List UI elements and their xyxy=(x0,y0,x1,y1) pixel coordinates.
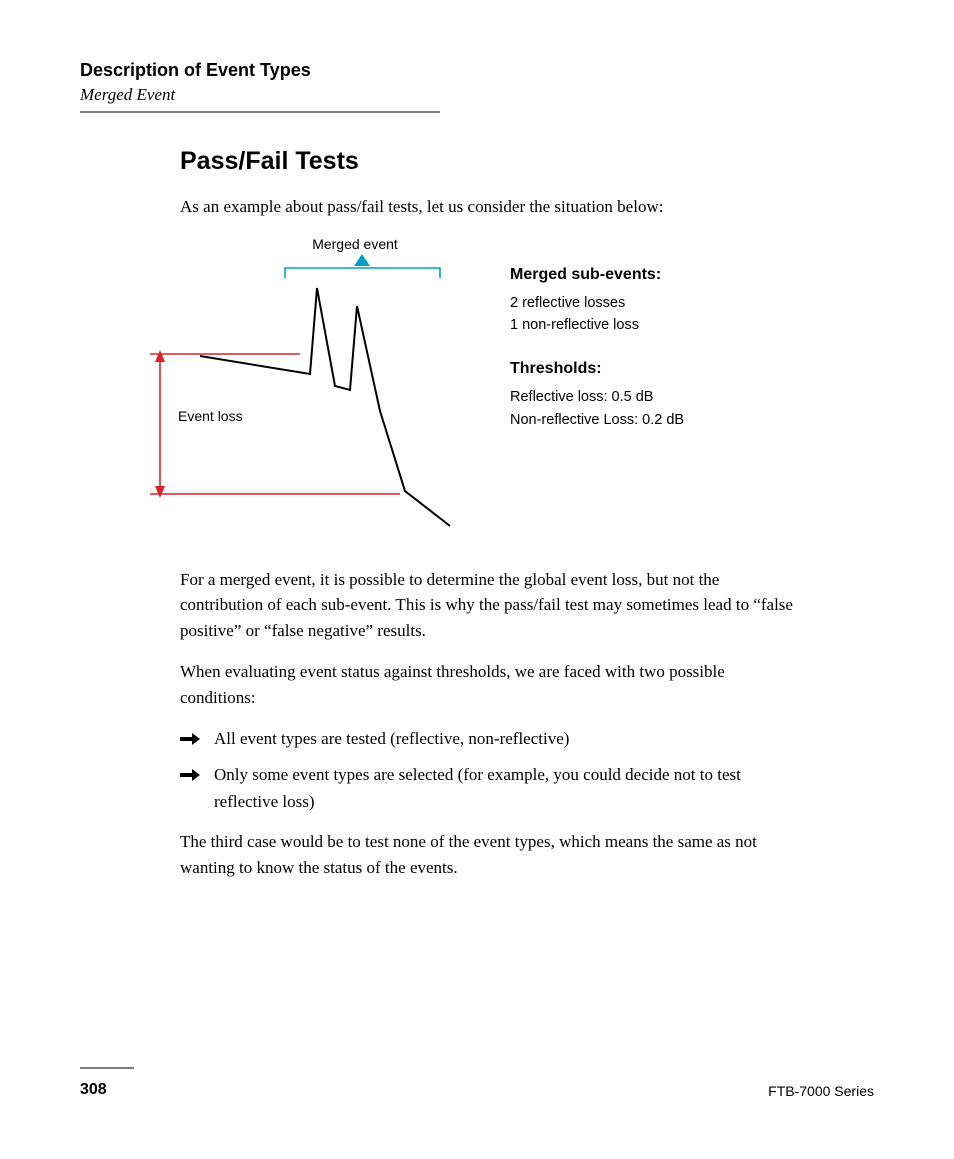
paragraph-3: When evaluating event status against thr… xyxy=(180,659,800,710)
merged-event-diagram: Merged event Event loss xyxy=(140,236,470,541)
figure-info: Merged sub-events: 2 reflective losses 1… xyxy=(510,236,684,432)
thresholds-line-1: Reflective loss: 0.5 dB xyxy=(510,386,684,408)
bullet-arrow-icon xyxy=(180,768,200,782)
header-title: Description of Event Types xyxy=(80,60,874,81)
main-content: Pass/Fail Tests As an example about pass… xyxy=(180,147,800,880)
merged-event-triangle-icon xyxy=(354,254,370,266)
otdr-trace-svg: Event loss xyxy=(140,266,470,536)
merged-event-label: Merged event xyxy=(240,236,470,252)
header-rule xyxy=(80,111,440,113)
bullet-arrow-icon xyxy=(180,732,200,746)
thresholds-line-2: Non-reflective Loss: 0.2 dB xyxy=(510,409,684,431)
otdr-trace-path xyxy=(200,288,450,526)
intro-paragraph: As an example about pass/fail tests, let… xyxy=(180,194,800,220)
sub-events-line-2: 1 non-reflective loss xyxy=(510,314,684,336)
event-loss-arrow-down-icon xyxy=(155,486,165,498)
list-item-text: All event types are tested (reflective, … xyxy=(214,726,569,752)
conditions-list: All event types are tested (reflective, … xyxy=(180,726,800,815)
header-subtitle: Merged Event xyxy=(80,85,874,105)
merged-bracket xyxy=(285,268,440,278)
sub-events-heading: Merged sub-events: xyxy=(510,266,684,284)
event-loss-arrow-up-icon xyxy=(155,350,165,362)
sub-events-line-1: 2 reflective losses xyxy=(510,292,684,314)
thresholds-heading: Thresholds: xyxy=(510,360,684,378)
page-footer: 308 FTB-7000 Series xyxy=(80,1081,874,1099)
event-loss-label: Event loss xyxy=(178,408,243,424)
list-item: All event types are tested (reflective, … xyxy=(180,726,800,752)
section-heading: Pass/Fail Tests xyxy=(180,147,800,176)
figure-row: Merged event Event loss Merged sub-event… xyxy=(140,236,800,541)
paragraph-4: The third case would be to test none of … xyxy=(180,829,800,880)
page-header: Description of Event Types Merged Event xyxy=(80,60,874,113)
page-number: 308 xyxy=(80,1081,107,1099)
footer-rule xyxy=(80,1067,134,1069)
paragraph-2: For a merged event, it is possible to de… xyxy=(180,567,800,644)
series-label: FTB-7000 Series xyxy=(768,1083,874,1099)
list-item-text: Only some event types are selected (for … xyxy=(214,762,800,815)
list-item: Only some event types are selected (for … xyxy=(180,762,800,815)
